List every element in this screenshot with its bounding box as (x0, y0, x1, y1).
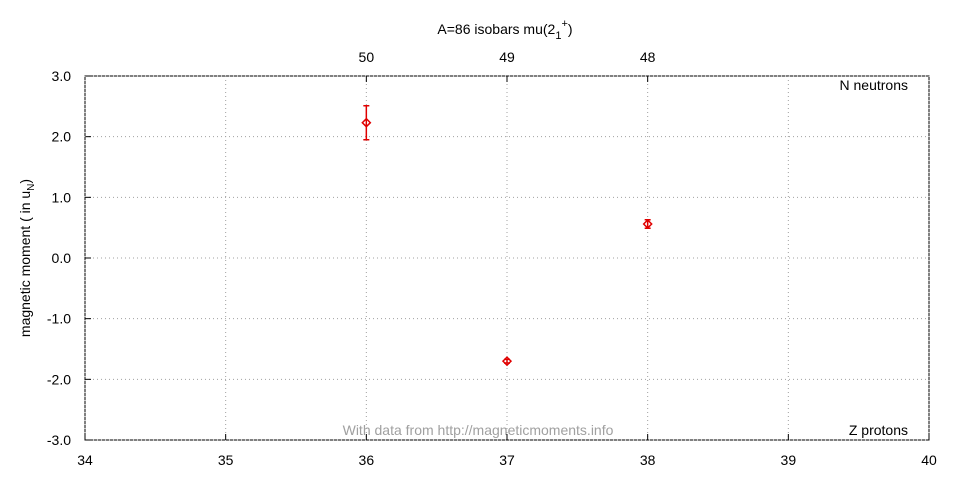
y-tick-label: -3.0 (47, 432, 71, 448)
x-tick-label: 36 (359, 452, 375, 468)
y-label-main: magnetic moment ( in u (17, 191, 33, 337)
x-tick-label: 37 (499, 452, 515, 468)
plot-frame (84, 75, 930, 441)
y-axis-label: magnetic moment ( in uN) (17, 179, 37, 337)
x-tick-label: 34 (77, 452, 93, 468)
x-tick-label: 39 (781, 452, 797, 468)
x2-tick-label: 50 (359, 49, 375, 65)
error-bar (363, 104, 370, 141)
x2-tick-label: 48 (640, 49, 656, 65)
y-tick-label: 0.0 (52, 250, 72, 266)
data-point (361, 117, 372, 128)
data-point (642, 218, 653, 230)
y-tick-label: -1.0 (47, 311, 71, 327)
y-label-close: ) (17, 179, 33, 184)
data-point (501, 356, 513, 367)
y-tick-label: -2.0 (47, 371, 71, 387)
y-label-sub: N (26, 184, 37, 191)
x-tick-label: 35 (218, 452, 234, 468)
source-note: With data from http://magneticmoments.in… (343, 422, 614, 438)
y-tick-label: 3.0 (52, 68, 72, 84)
y-tick-label: 1.0 (52, 189, 72, 205)
title-sup: + (561, 18, 567, 30)
title-sub: 1 (555, 30, 561, 42)
y-tick-label: 2.0 (52, 129, 72, 145)
x-tick-label: 40 (921, 452, 937, 468)
x2-axis-label: N neutrons (840, 77, 908, 93)
title-close: ) (568, 21, 573, 37)
x-tick-label: 38 (640, 452, 656, 468)
x2-tick-label: 49 (499, 49, 515, 65)
x-axis-label: Z protons (849, 422, 908, 438)
chart-title: A=86 isobars mu(21+) (437, 18, 572, 42)
title-main: A=86 isobars mu(2 (437, 21, 555, 37)
